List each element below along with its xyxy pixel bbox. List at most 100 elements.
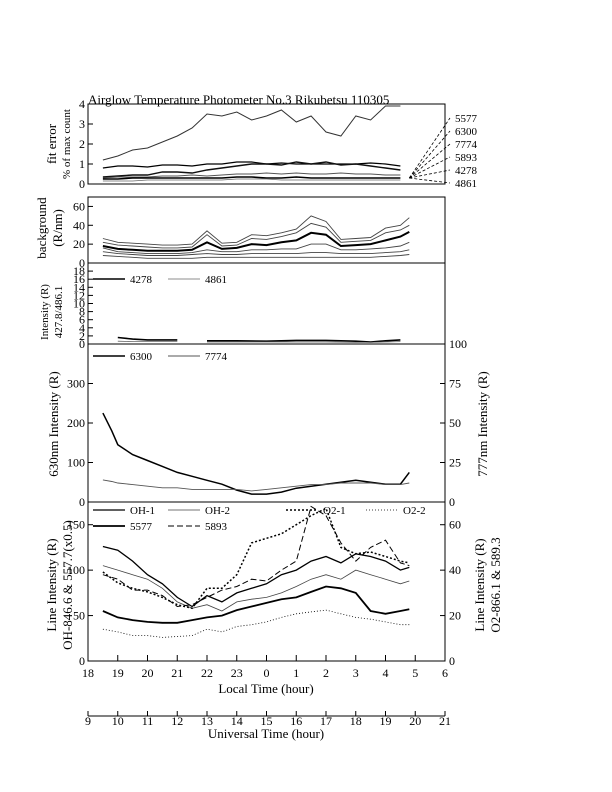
local-time-tick-label: 4	[383, 666, 389, 680]
universal-time-tick-label: 10	[112, 714, 124, 728]
fit-error-ylabel: fit error	[44, 123, 59, 164]
local-time-tick-label: 22	[201, 666, 213, 680]
universal-time-tick-label: 17	[320, 714, 332, 728]
background-y-tick-label: 20	[73, 237, 85, 251]
universal-time-tick-label: 21	[439, 714, 451, 728]
universal-time-tick-label: 20	[409, 714, 421, 728]
blue-line-4278	[117, 336, 178, 341]
fit-error-leader	[408, 130, 451, 179]
fit-error-legend-6300: 6300	[455, 126, 478, 138]
lines-line-OH-1	[102, 545, 410, 608]
red-y-left-tick-label: 0	[79, 495, 85, 509]
blue-line-4278	[207, 339, 401, 343]
lines-legend-5577: 5577	[130, 521, 153, 533]
lines-legend-OH-2: OH-2	[205, 505, 230, 517]
blue-ylabel: Intensity (R)	[39, 284, 51, 340]
blue-legend-4861: 4861	[205, 274, 227, 286]
lines-y-right-tick-label: 40	[449, 563, 461, 577]
lines-line-O2-1	[102, 507, 410, 610]
local-time-tick-label: 19	[112, 666, 124, 680]
background-ylabel: background	[34, 197, 49, 259]
blue-y-tick-label: 18	[73, 264, 85, 278]
background-ylabel-unit: (R/nm)	[50, 209, 65, 247]
universal-time-tick-label: 13	[201, 714, 213, 728]
lines-line-5893	[102, 505, 410, 608]
fit-error-y-tick-label: 0	[79, 177, 85, 191]
lines-line-OH-2	[102, 565, 410, 612]
lines-ylabel-left-1: Line Intensity (R)	[44, 538, 59, 631]
local-time-tick-label: 18	[82, 666, 94, 680]
blue-y-tick-label: 0	[79, 337, 85, 351]
universal-time-tick-label: 18	[350, 714, 362, 728]
chart-title: Airglow Temperature Photometer No.3 Riku…	[88, 92, 389, 107]
fit-error-legend-7774: 7774	[455, 139, 478, 151]
red-y-left-tick-label: 300	[67, 377, 85, 391]
red-ylabel-right: 777nm Intensity (R)	[475, 371, 490, 476]
lines-ylabel-right-2: O2-866.1 & 589.3	[488, 537, 503, 632]
lines-legend-O2-1: O2-1	[323, 505, 346, 517]
fit-error-leader	[409, 177, 451, 184]
background-y-tick-label: 0	[79, 256, 85, 270]
fit-error-line-5577	[102, 105, 401, 161]
universal-time-tick-label: 19	[380, 714, 392, 728]
blue-line-4861	[207, 341, 401, 343]
blue-y-tick-label: 4	[79, 321, 85, 335]
chart-marks	[93, 105, 451, 638]
blue-y-tick-label: 12	[73, 288, 85, 302]
fit-error-line-4861	[102, 178, 401, 182]
fit-error-leader	[409, 143, 451, 179]
blue-y-tick-label: 8	[79, 305, 85, 319]
lines-y-right-tick-label: 20	[449, 609, 461, 623]
universal-time-tick-label: 16	[290, 714, 302, 728]
fit-error-y-tick-label: 1	[79, 157, 85, 171]
red-y-right-tick-label: 75	[449, 377, 461, 391]
lines-legend-5893: 5893	[205, 521, 228, 533]
local-time-tick-label: 6	[442, 666, 448, 680]
fit-error-leader	[409, 156, 451, 179]
red-y-left-tick-label: 100	[67, 456, 85, 470]
lines-legend-OH-1: OH-1	[130, 505, 155, 517]
red-y-right-tick-label: 100	[449, 337, 467, 351]
red-y-right-tick-label: 0	[449, 495, 455, 509]
background-line	[102, 249, 410, 256]
blue-y-tick-label: 6	[79, 313, 85, 327]
universal-time-tick-label: 9	[85, 714, 91, 728]
background-line	[102, 241, 410, 255]
fit-error-y-tick-label: 3	[79, 117, 85, 131]
fit-error-leader	[409, 169, 451, 179]
blue-y-tick-label: 16	[73, 272, 85, 286]
background-y-tick-label: 40	[73, 218, 85, 232]
fit-error-legend-5577: 5577	[455, 113, 478, 125]
fit-error-ylabel-unit: % of max count	[61, 109, 73, 179]
fit-error-legend-5893: 5893	[455, 152, 478, 164]
universal-time-tick-label: 12	[171, 714, 183, 728]
local-time-tick-label: 23	[231, 666, 243, 680]
background-y-tick-label: 60	[73, 199, 85, 213]
lines-ylabel-right-1: Line Intensity (R)	[472, 538, 487, 631]
background-line	[102, 254, 410, 259]
lines-y-left-tick-label: 0	[79, 654, 85, 668]
red-line-7774	[102, 479, 410, 492]
lines-line-5577	[102, 585, 410, 624]
fit-error-legend-4278: 4278	[455, 165, 478, 177]
fit-error-y-tick-label: 4	[79, 97, 85, 111]
universal-time-tick-label: 11	[142, 714, 154, 728]
lines-line-O2-2	[102, 609, 410, 638]
background-line	[102, 231, 410, 252]
blue-y-tick-label: 2	[79, 329, 85, 343]
red-legend-7774: 7774	[205, 351, 228, 363]
red-y-right-tick-label: 50	[449, 416, 461, 430]
blue-legend-4278: 4278	[130, 274, 153, 286]
local-time-tick-label: 20	[142, 666, 154, 680]
lines-y-right-tick-label: 0	[449, 654, 455, 668]
local-time-tick-label: 21	[171, 666, 183, 680]
blue-ylabel-unit: 427.8/486.1	[53, 286, 65, 339]
lines-y-left-tick-label: 150	[67, 518, 85, 532]
background-line	[102, 222, 410, 249]
local-time-tick-label: 0	[264, 666, 270, 680]
lines-y-left-tick-label: 100	[67, 563, 85, 577]
universal-time-tick-label: 15	[261, 714, 273, 728]
